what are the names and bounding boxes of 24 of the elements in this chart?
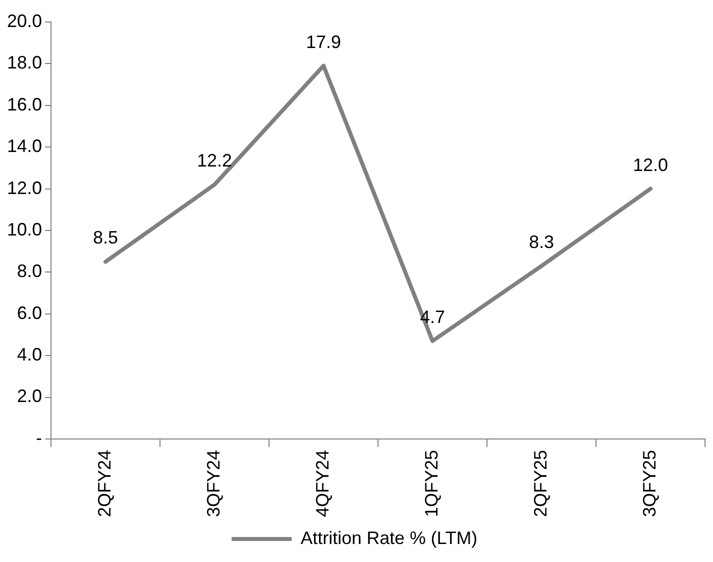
- x-tick-label: 3QFY24: [203, 450, 224, 518]
- y-tick-label: 16.0: [6, 94, 42, 114]
- x-tick-label: 4QFY24: [312, 450, 332, 518]
- x-tick-label: 2QFY25: [530, 450, 550, 518]
- data-label: 12.2: [197, 150, 232, 171]
- y-tick-label: 2.0: [17, 386, 42, 406]
- data-label: 8.3: [528, 232, 554, 252]
- x-tick-label: 1QFY25: [421, 450, 442, 518]
- data-label: 4.7: [420, 306, 446, 327]
- y-tick-label: 10.0: [6, 219, 42, 240]
- legend-label: Attrition Rate % (LTM): [300, 528, 478, 548]
- y-tick-label: 4.0: [17, 344, 42, 365]
- y-tick-label: 6.0: [17, 302, 42, 323]
- y-tick-label: -: [36, 428, 42, 448]
- y-tick-label: 18.0: [6, 52, 42, 73]
- data-label: 8.5: [93, 228, 118, 248]
- x-tick-label: 3QFY25: [639, 450, 660, 518]
- y-tick-label: 8.0: [17, 261, 42, 282]
- y-tick-label: 14.0: [6, 136, 42, 156]
- data-label: 12.0: [632, 154, 668, 175]
- x-tick-label: 2QFY24: [94, 450, 114, 518]
- y-tick-label: 12.0: [6, 178, 42, 198]
- data-label: 17.9: [306, 32, 342, 52]
- y-tick-label: 20.0: [6, 10, 42, 31]
